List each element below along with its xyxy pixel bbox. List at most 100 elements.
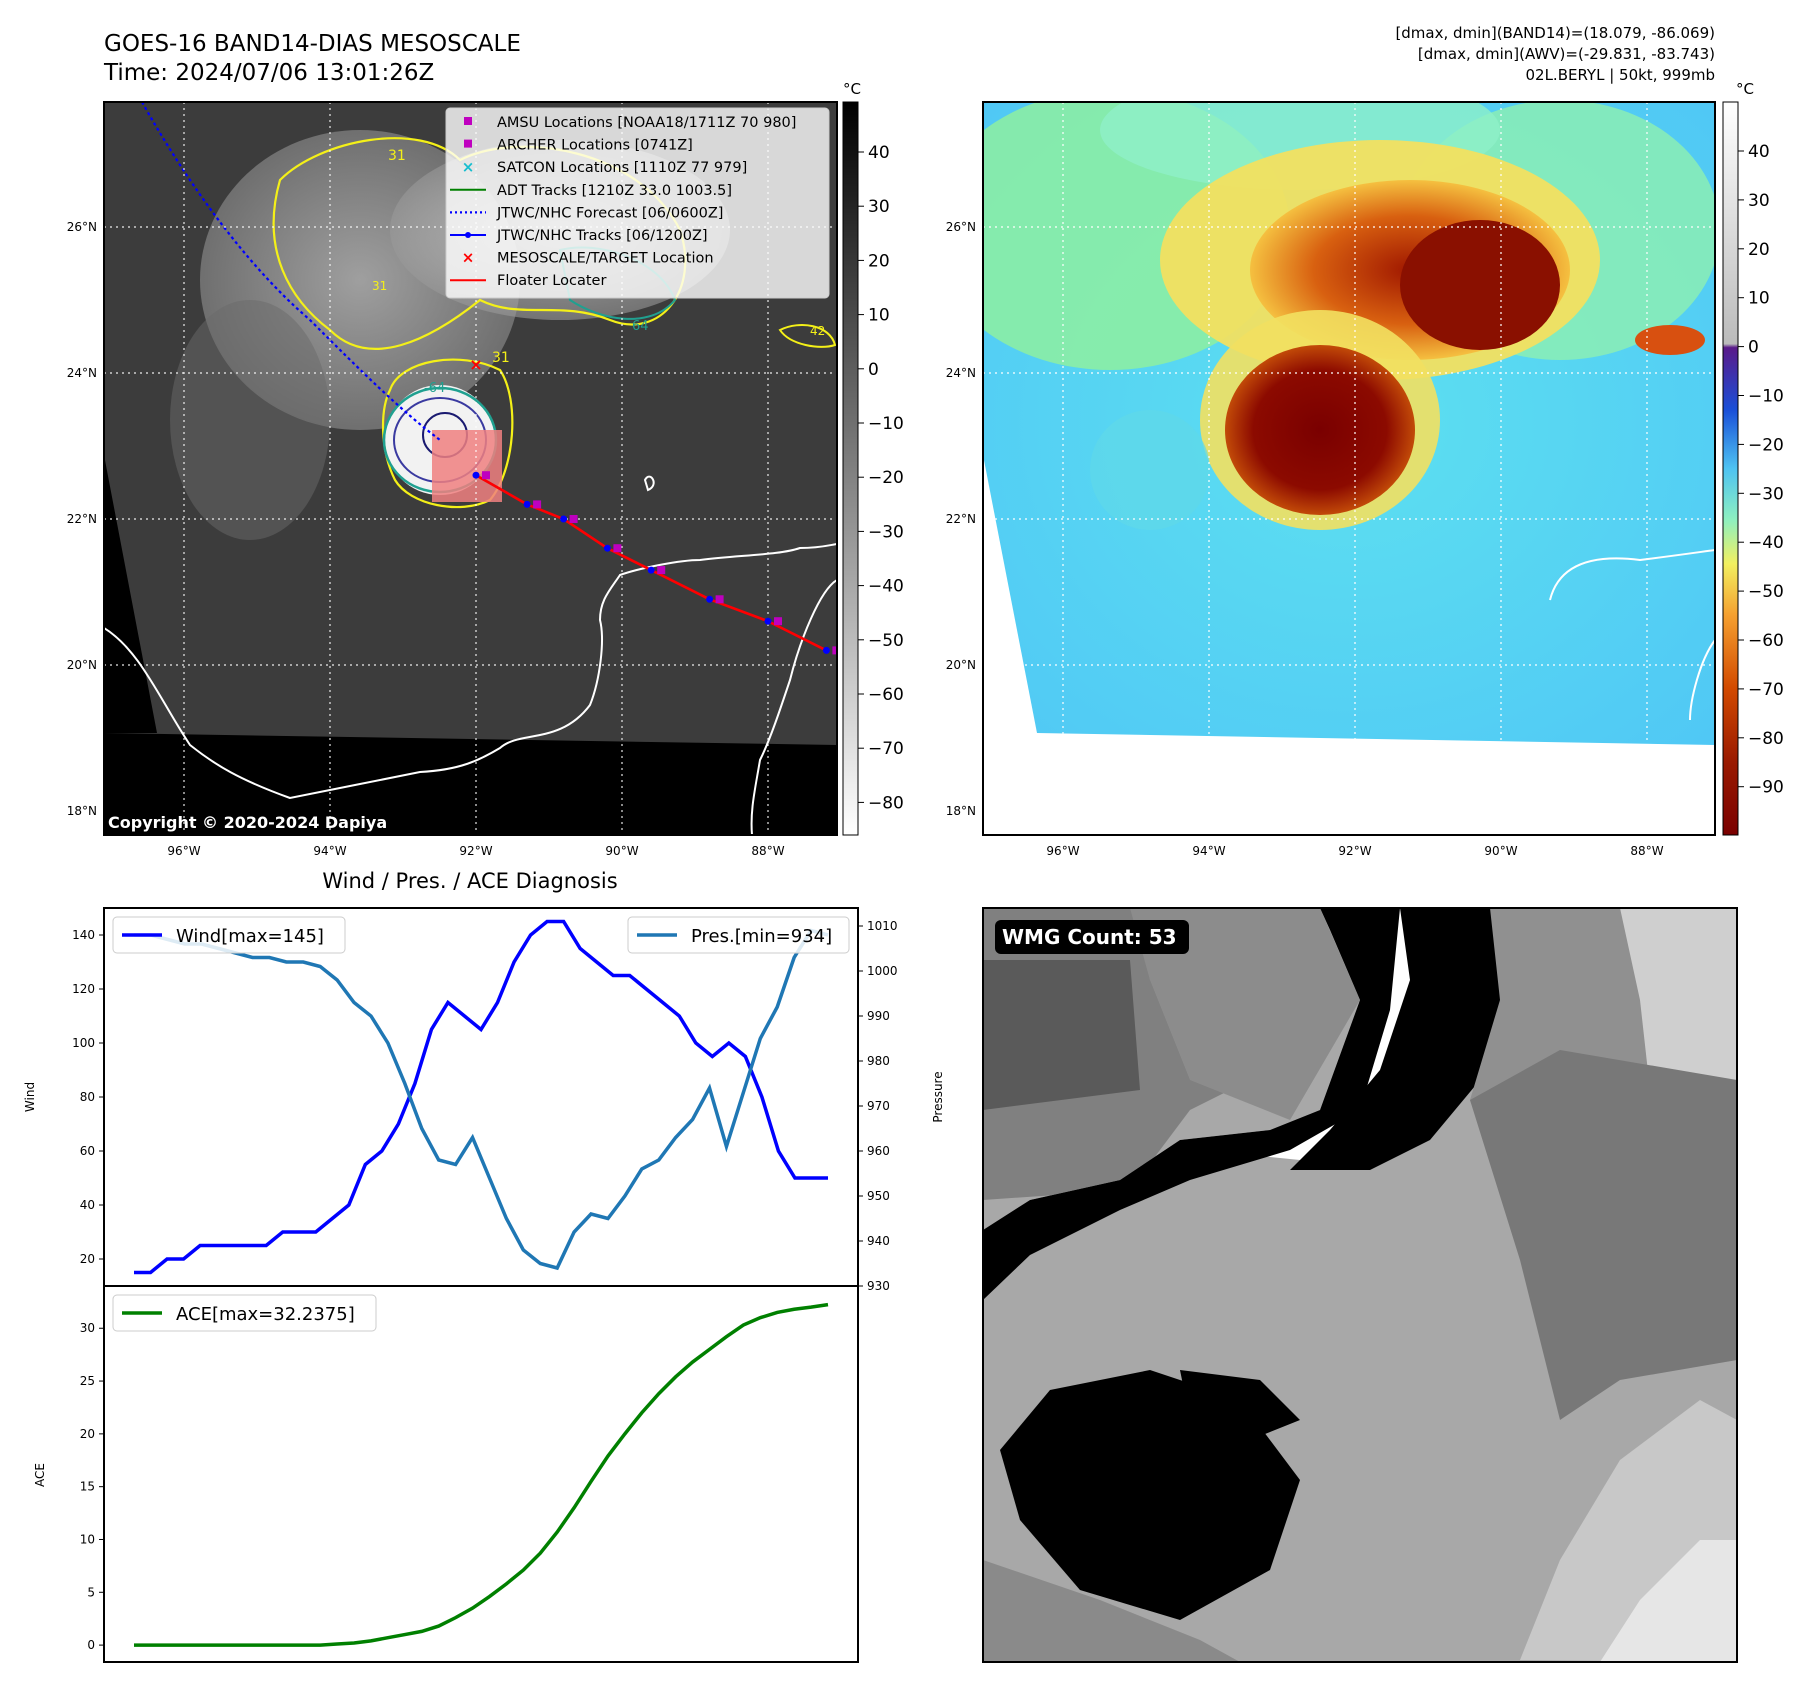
colorbar-tick: −70 bbox=[868, 739, 904, 759]
amsu-marker bbox=[774, 617, 782, 626]
pressure-tick: 970 bbox=[867, 1099, 890, 1113]
legend-item: JTWC/NHC Tracks [06/1200Z] bbox=[450, 228, 708, 244]
amsu-marker bbox=[569, 515, 578, 523]
legend-label: JTWC/NHC Tracks [06/1200Z] bbox=[496, 228, 708, 244]
lon-label: 90°W bbox=[1484, 844, 1517, 858]
lat-label: 22°N bbox=[946, 512, 976, 526]
amsu-marker bbox=[832, 646, 837, 655]
ir-map-panel: 31 31 42 64 -64 31 bbox=[67, 101, 838, 858]
wind-legend: Wind[max=145] bbox=[112, 916, 346, 954]
colorbar-tick: 10 bbox=[1748, 289, 1770, 309]
lat-label: 24°N bbox=[946, 366, 976, 380]
colorbar-tick: 10 bbox=[868, 306, 890, 326]
track-point bbox=[706, 595, 714, 603]
track-layer bbox=[472, 471, 837, 655]
pressure-tick: 1000 bbox=[867, 964, 898, 978]
colorbar-tick: −80 bbox=[868, 793, 904, 813]
legend-label: AMSU Locations [NOAA18/1711Z 70 980] bbox=[497, 115, 796, 131]
dmax-band14: [dmax, dmin](BAND14)=(18.079, -86.069) bbox=[1395, 24, 1715, 42]
map-legend: AMSU Locations [NOAA18/1711Z 70 980] ARCH… bbox=[445, 107, 830, 299]
lon-label: 92°W bbox=[459, 844, 492, 858]
wind-ylabel: Wind bbox=[23, 1082, 37, 1112]
ace-series-line bbox=[134, 1302, 829, 1647]
lat-label: 20°N bbox=[67, 658, 97, 672]
ace-tick: 10 bbox=[80, 1532, 95, 1546]
lon-label: 92°W bbox=[1338, 844, 1371, 858]
lon-label: 96°W bbox=[1046, 844, 1079, 858]
pressure-legend: Pres.[min=934] bbox=[627, 916, 850, 954]
track-point bbox=[523, 500, 531, 508]
amsu-marker bbox=[613, 544, 622, 553]
lat-label: 18°N bbox=[946, 804, 976, 818]
legend-label: ADT Tracks [1210Z 33.0 1003.5] bbox=[497, 183, 732, 199]
ace-tick: 15 bbox=[80, 1480, 95, 1494]
lon-label: 94°W bbox=[313, 844, 346, 858]
lat-label: 26°N bbox=[946, 220, 976, 234]
figure-title-line2: Time: 2024/07/06 13:01:26Z bbox=[103, 60, 434, 86]
colorbar-tick: 40 bbox=[1748, 142, 1770, 162]
diagnosis-title: Wind / Pres. / ACE Diagnosis bbox=[322, 869, 617, 893]
wmg-panel: WMG Count: 53 bbox=[982, 907, 1738, 1663]
pressure-tick: 940 bbox=[867, 1234, 890, 1248]
legend-item: ARCHER Locations [0741Z] bbox=[464, 138, 693, 154]
pressure-tick: 1010 bbox=[867, 919, 898, 933]
colorbar-unit: °C bbox=[1736, 80, 1754, 98]
wind-tick: 20 bbox=[80, 1252, 95, 1266]
legend-item: Floater Locater bbox=[450, 273, 606, 289]
wind-pressure-chart: 20 40 60 80 100 120 140 930 940 950 960 970 980 990 1… bbox=[23, 907, 945, 1293]
colorbar-color: °C 40 30 20 10 0 −10 −20 −30 −40 −50 −60 −70 −80 −90 bbox=[1722, 80, 1784, 836]
colorbar-unit: °C bbox=[843, 80, 861, 98]
lat-label: 24°N bbox=[67, 366, 97, 380]
lat-label: 26°N bbox=[67, 220, 97, 234]
lat-label: 22°N bbox=[67, 512, 97, 526]
wind-tick: 120 bbox=[72, 982, 95, 996]
target-marker: × bbox=[469, 355, 482, 374]
ace-tick: 30 bbox=[80, 1321, 95, 1335]
colorbar-tick: −70 bbox=[1748, 680, 1784, 700]
wind-tick: 60 bbox=[80, 1144, 95, 1158]
svg-text:×: × bbox=[462, 158, 475, 176]
ace-tick: 25 bbox=[80, 1374, 95, 1388]
colorbar-tick: −20 bbox=[868, 468, 904, 488]
colorbar-ir: °C 40 30 20 10 0 −10 −20 −30 −40 −50 −60 −70 −80 bbox=[842, 80, 904, 836]
colorbar-tick: −50 bbox=[868, 631, 904, 651]
ace-tick: 0 bbox=[87, 1638, 95, 1652]
legend-item: AMSU Locations [NOAA18/1711Z 70 980] bbox=[464, 115, 796, 131]
contour-label: -64 bbox=[424, 381, 445, 396]
contour-label: 31 bbox=[372, 279, 387, 293]
contour-label: 31 bbox=[492, 350, 510, 366]
colorbar-tick: −10 bbox=[868, 414, 904, 434]
track-point bbox=[822, 646, 830, 654]
track-point bbox=[764, 617, 772, 625]
lon-label: 96°W bbox=[167, 844, 200, 858]
colorbar-tick: −10 bbox=[1748, 387, 1784, 407]
colorbar-tick: −60 bbox=[868, 685, 904, 705]
ace-legend: ACE[max=32.2375] bbox=[112, 1294, 377, 1332]
wind-series-line bbox=[134, 919, 828, 1275]
contour-label: 31 bbox=[388, 148, 406, 164]
colorbar-tick: 0 bbox=[868, 360, 879, 380]
pressure-tick: 960 bbox=[867, 1144, 890, 1158]
colorbar-tick: −50 bbox=[1748, 582, 1784, 602]
legend-label: MESOSCALE/TARGET Location bbox=[497, 251, 714, 267]
legend-item: JTWC/NHC Forecast [06/0600Z] bbox=[450, 205, 723, 221]
amsu-marker bbox=[715, 595, 724, 604]
colorbar-tick: −60 bbox=[1748, 631, 1784, 651]
ace-legend-label: ACE[max=32.2375] bbox=[176, 1304, 355, 1325]
amsu-marker bbox=[482, 471, 490, 480]
track-point bbox=[603, 544, 611, 552]
copyright: Copyright © 2020-2024 Dapiya bbox=[108, 813, 387, 832]
colorbar-tick: −30 bbox=[1748, 484, 1784, 504]
legend-label: ARCHER Locations [0741Z] bbox=[497, 138, 693, 154]
lon-label: 88°W bbox=[1630, 844, 1663, 858]
colorbar-tick: −40 bbox=[868, 577, 904, 597]
wind-tick: 100 bbox=[72, 1036, 95, 1050]
wind-tick: 40 bbox=[80, 1198, 95, 1212]
ace-tick: 5 bbox=[87, 1585, 95, 1599]
colorbar-tick: −90 bbox=[1748, 778, 1784, 798]
pressure-series-line bbox=[134, 928, 829, 1271]
lat-label: 20°N bbox=[946, 658, 976, 672]
wind-legend-label: Wind[max=145] bbox=[176, 926, 324, 947]
contour-label: 64 bbox=[632, 319, 649, 334]
